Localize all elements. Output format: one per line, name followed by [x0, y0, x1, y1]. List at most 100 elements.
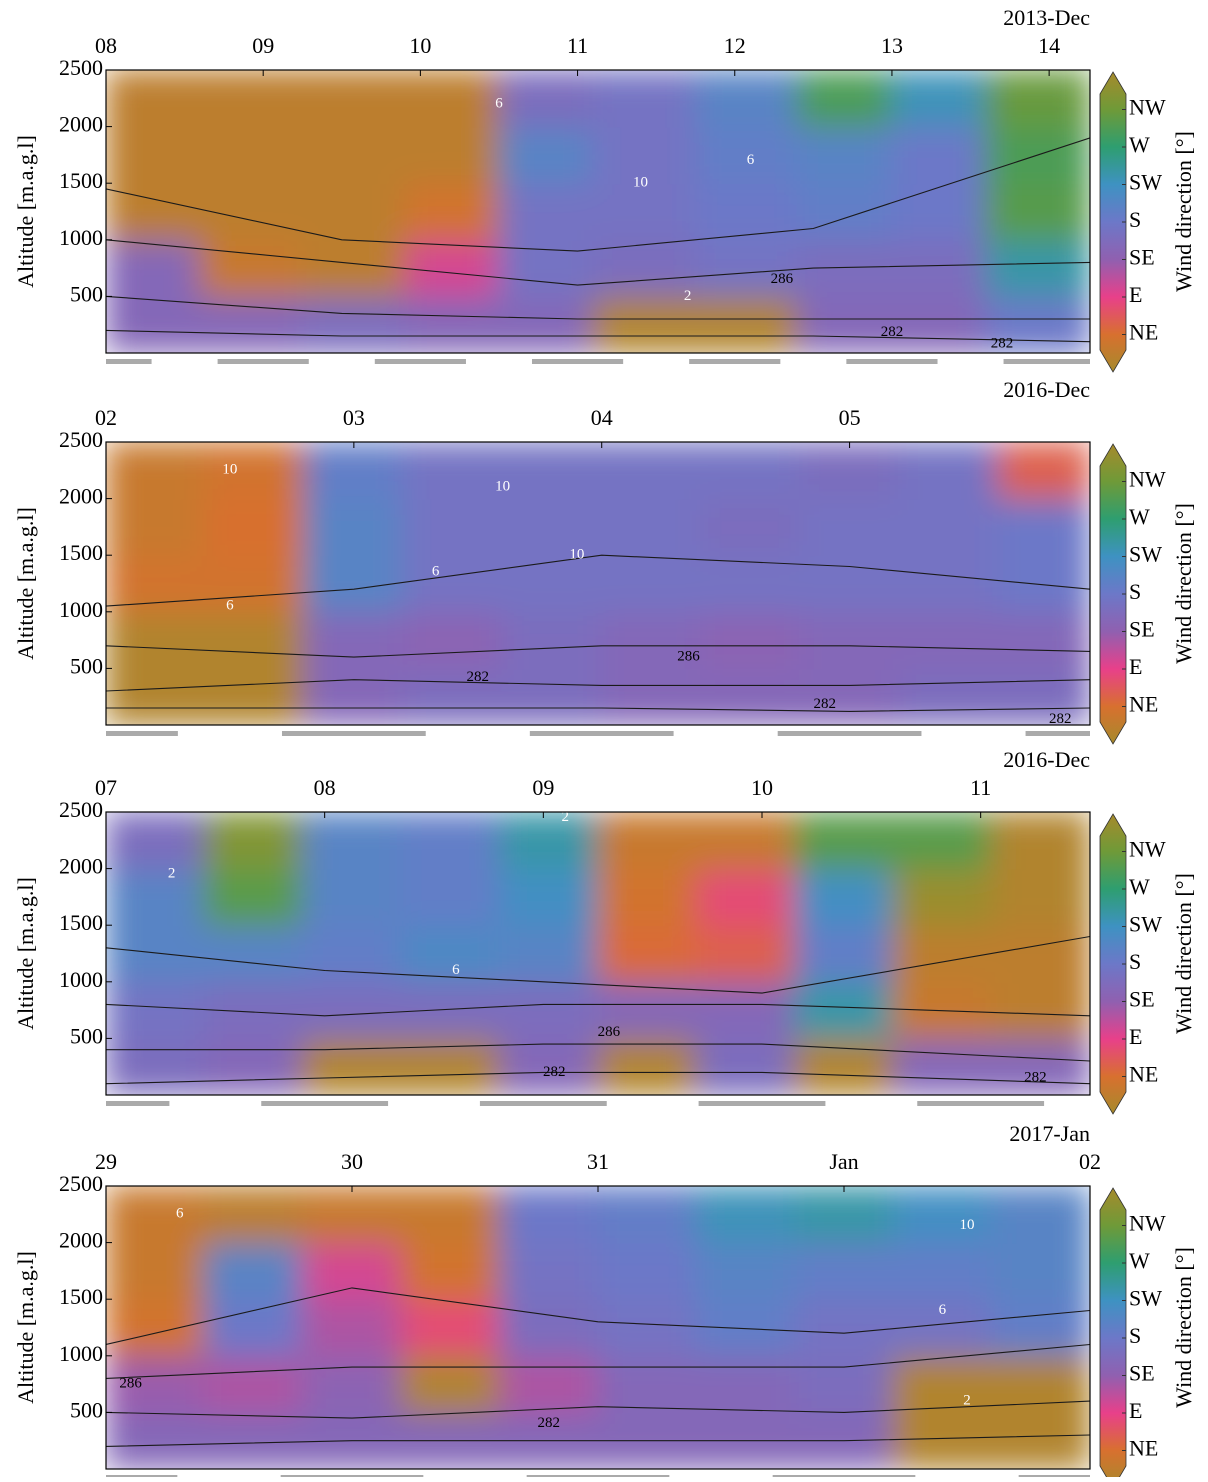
night-period: [106, 1101, 170, 1106]
panel-title: 2016-Dec: [1003, 747, 1090, 772]
contour-label: 282: [467, 669, 490, 685]
field-cell: [796, 295, 893, 353]
field-cell: [203, 1354, 304, 1414]
plot-frame: [105, 69, 1091, 354]
x-tick-label: 09: [252, 33, 274, 58]
field-cell: [403, 182, 500, 241]
field-cells: [106, 1186, 1090, 1469]
field-cell: [203, 924, 304, 983]
field-cell: [204, 667, 306, 725]
colorbar: [1099, 813, 1127, 1115]
colorbar-tick-label: SE: [1129, 245, 1155, 270]
field-cell: [898, 442, 1000, 500]
contour-label: 10: [495, 479, 510, 495]
field-cell: [303, 667, 405, 725]
colorbar-label: Wind direction [°]: [1171, 1247, 1196, 1408]
field-cell: [106, 442, 207, 500]
colorbar-tick-label: NE: [1129, 1436, 1158, 1461]
colorbar: [1099, 1187, 1127, 1482]
field-cell: [106, 1186, 206, 1244]
colorbar-tick-label: S: [1129, 207, 1141, 232]
field-cell: [301, 1298, 403, 1357]
field-cell: [699, 554, 802, 613]
field-cell: [694, 295, 799, 353]
field-cell: [898, 667, 1000, 725]
isentrope: [106, 1043, 1090, 1062]
night-period: [1025, 731, 1090, 736]
contour-label: 6: [452, 962, 460, 978]
field-cell: [898, 554, 1000, 613]
x-tick-label: 11: [970, 775, 991, 800]
field-cell: [694, 238, 799, 298]
field-cell: [890, 70, 988, 128]
wind-direction-field: 286 282 282 10 6 6 2: [106, 70, 1090, 353]
night-period: [479, 1101, 607, 1106]
y-tick-label: 2000: [59, 854, 103, 879]
contour-label: 282: [538, 1415, 561, 1431]
field-cell: [498, 924, 599, 983]
colorbar-tick-label: SW: [1129, 912, 1162, 937]
field-cell: [301, 980, 403, 1040]
contour-label: 6: [432, 564, 440, 580]
field-cell: [400, 812, 501, 870]
x-tick-label: 10: [409, 33, 431, 58]
field-cell: [990, 1241, 1090, 1301]
y-tick-label: 2500: [59, 427, 103, 452]
colorbar-tick-label: NW: [1129, 837, 1166, 862]
x-tick-label: 02: [95, 405, 117, 430]
plot-frame: [105, 441, 1091, 726]
field-cell: [301, 238, 406, 298]
field-cell: [301, 125, 406, 185]
colorbar-label: Wind direction [°]: [1171, 131, 1196, 292]
field-cell: [400, 867, 501, 927]
contour-label: 282: [1024, 1069, 1047, 1085]
y-tick-label: 500: [70, 281, 103, 306]
y-tick-label: 2500: [59, 55, 103, 80]
night-period: [689, 359, 781, 364]
field-cell: [498, 980, 599, 1040]
field-cell: [985, 238, 1090, 298]
field-cell: [203, 812, 304, 870]
x-tick-label: 08: [314, 775, 336, 800]
field-cell: [892, 1354, 993, 1414]
x-tick-label: 30: [341, 1149, 363, 1174]
field-cell: [699, 497, 802, 557]
night-period: [281, 731, 426, 736]
colorbar-tick-label: S: [1129, 949, 1141, 974]
field-cell: [892, 1037, 993, 1095]
night-period: [529, 731, 674, 736]
field-cell: [301, 1354, 403, 1414]
field-cell: [498, 1037, 599, 1095]
field-cell: [106, 812, 206, 870]
contour-label: 10: [633, 175, 648, 191]
field-cell: [890, 125, 988, 185]
colorbar-tick-label: NW: [1129, 1211, 1166, 1236]
panel-title: 2016-Dec: [1003, 377, 1090, 402]
field-cell: [199, 295, 304, 353]
colorbar-tick-label: W: [1129, 874, 1150, 899]
field-cell: [301, 182, 406, 241]
contour-label: 282: [814, 696, 837, 712]
isentrope: [106, 935, 1090, 994]
field-cell: [990, 924, 1090, 983]
field-cell: [203, 1241, 304, 1301]
field-cell: [990, 980, 1090, 1040]
field-cell: [106, 667, 207, 725]
field-cell: [301, 924, 403, 983]
panel: 2 6 286 282 282 2 2016-Dec 07 08 09 10 11 500 1000 150…: [13, 747, 1196, 1115]
field-cell: [303, 554, 405, 613]
field-cell: [204, 554, 306, 613]
field-cell: [501, 554, 603, 613]
x-tick-label: 29: [95, 1149, 117, 1174]
colorbar-tick-label: W: [1129, 1248, 1150, 1273]
field-cell: [203, 1298, 304, 1357]
field-cell: [199, 238, 304, 298]
field-cell: [600, 497, 702, 557]
night-period: [777, 731, 922, 736]
field-cell: [695, 1037, 796, 1095]
y-tick-label: 2500: [59, 797, 103, 822]
field-cell: [400, 1186, 501, 1244]
x-tick-label: 31: [587, 1149, 609, 1174]
field-cell: [799, 497, 901, 557]
